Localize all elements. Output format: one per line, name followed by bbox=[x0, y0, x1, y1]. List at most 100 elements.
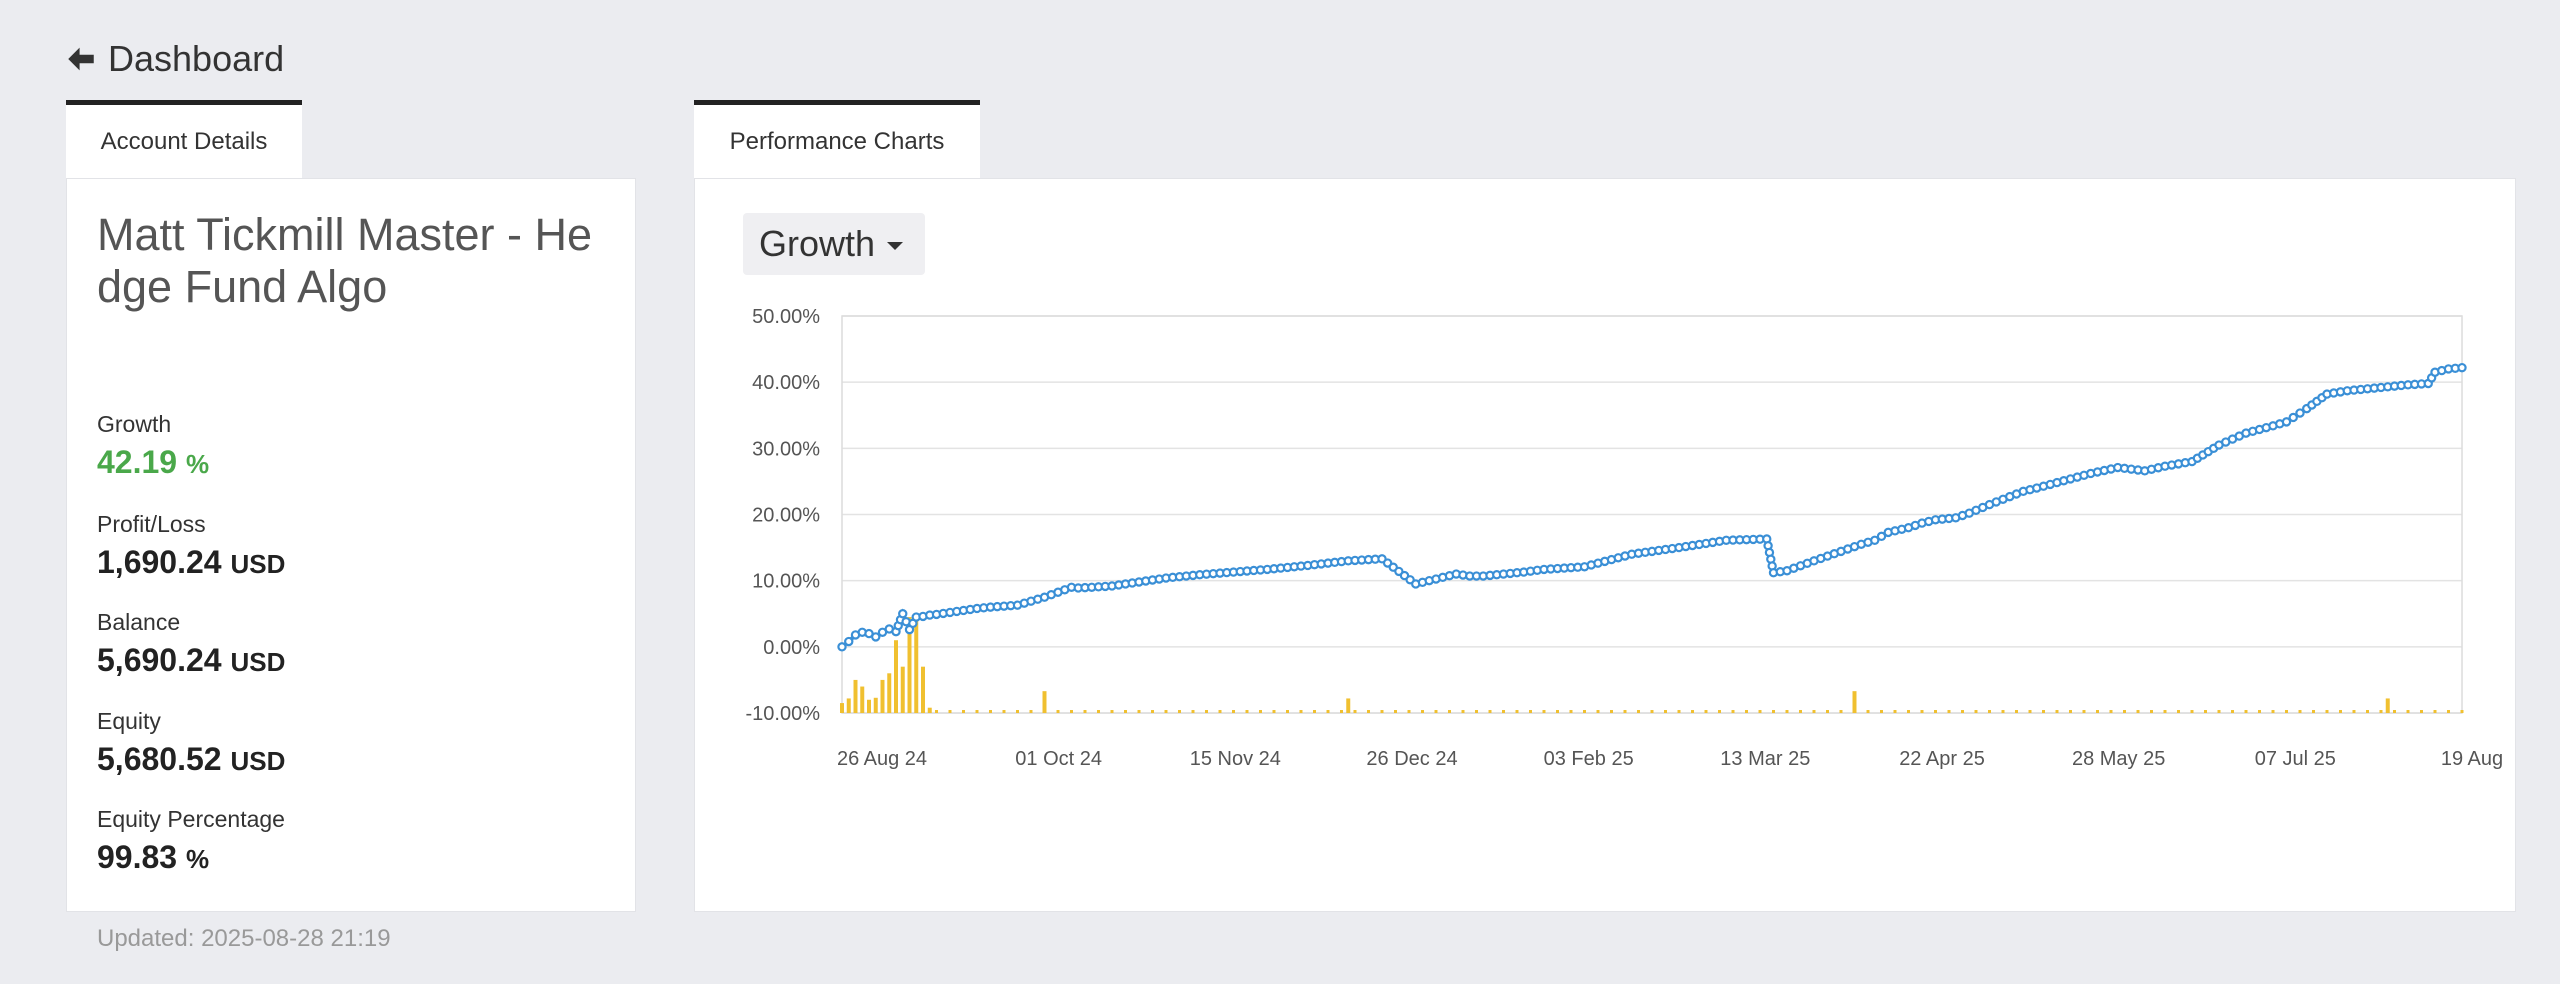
bar bbox=[1016, 710, 1019, 713]
caret-down-icon bbox=[887, 242, 904, 250]
bar bbox=[2379, 710, 2383, 713]
bar bbox=[2217, 710, 2221, 713]
balance-value: 5,690.24 bbox=[97, 642, 222, 678]
x-tick-label: 26 Aug 24 bbox=[837, 748, 927, 770]
bar bbox=[2015, 710, 2018, 713]
bar bbox=[1704, 710, 1708, 713]
x-tick-label: 07 Jul 25 bbox=[2255, 748, 2336, 770]
x-tick-label: 22 Apr 25 bbox=[1899, 748, 1985, 770]
bar bbox=[1367, 710, 1370, 713]
bar bbox=[2298, 710, 2302, 713]
x-tick-label: 01 Oct 24 bbox=[1015, 748, 1102, 770]
bar bbox=[1205, 710, 1208, 713]
bar bbox=[1218, 710, 1222, 713]
bar bbox=[2393, 710, 2396, 713]
growth-line bbox=[840, 365, 2463, 649]
growth-point bbox=[2288, 412, 2298, 423]
bar bbox=[2271, 710, 2275, 713]
bar bbox=[2420, 710, 2423, 713]
growth-point bbox=[2281, 417, 2292, 427]
metric-label: Equity Percentage bbox=[97, 806, 285, 832]
bar bbox=[2069, 710, 2072, 713]
equity-percentage-value: 99.83 bbox=[97, 839, 178, 875]
account-title: Matt Tickmill Master - Hedge Fund Algo bbox=[97, 209, 593, 312]
bar bbox=[1299, 710, 1303, 713]
bar bbox=[2055, 710, 2059, 713]
bar bbox=[1556, 710, 1559, 713]
bar bbox=[1259, 710, 1262, 713]
bar bbox=[2028, 710, 2032, 713]
tab-performance-charts[interactable]: Performance Charts bbox=[694, 100, 980, 178]
bar bbox=[1583, 710, 1586, 713]
bar bbox=[887, 673, 892, 713]
growth-value: 42.19 bbox=[97, 444, 178, 480]
bar bbox=[914, 620, 919, 713]
y-tick-label: -10.00% bbox=[746, 703, 821, 725]
x-tick-label: 19 Aug bbox=[2441, 748, 2503, 770]
chart-type-dropdown[interactable]: Growth bbox=[743, 213, 926, 275]
metric-label: Equity bbox=[97, 708, 161, 734]
bar bbox=[2001, 710, 2005, 713]
bar bbox=[2460, 710, 2464, 713]
metric-value: 99.83 % bbox=[97, 839, 285, 876]
back-link-label: Dashboard bbox=[108, 38, 285, 79]
bar bbox=[2096, 710, 2099, 713]
bar bbox=[1164, 710, 1168, 713]
y-tick-label: 20.00% bbox=[752, 505, 820, 527]
bar bbox=[1677, 710, 1681, 713]
metric-label: Profit/Loss bbox=[97, 511, 206, 537]
equity-unit: USD bbox=[230, 746, 286, 776]
growth-point bbox=[1876, 531, 1887, 542]
bar bbox=[2231, 710, 2234, 713]
balance-unit: USD bbox=[230, 647, 286, 677]
bar bbox=[1745, 710, 1748, 713]
bar bbox=[1407, 710, 1411, 713]
bar bbox=[1083, 710, 1087, 713]
y-tick-label: 10.00% bbox=[752, 571, 820, 593]
bar bbox=[1448, 710, 1451, 713]
growth-point bbox=[871, 632, 881, 642]
bar bbox=[1070, 710, 1073, 713]
bar bbox=[1191, 710, 1195, 713]
bar bbox=[1421, 710, 1424, 713]
bar bbox=[1866, 710, 1870, 713]
bar bbox=[2163, 710, 2167, 713]
bar bbox=[1893, 710, 1897, 713]
metric-growth: Growth 42.19 % bbox=[97, 411, 209, 481]
x-tick-label: 13 Mar 25 bbox=[1720, 748, 1810, 770]
x-tick-label: 26 Dec 24 bbox=[1366, 748, 1457, 770]
bar bbox=[1272, 710, 1276, 713]
bar bbox=[873, 697, 878, 713]
bar bbox=[2082, 710, 2086, 713]
bar bbox=[1812, 710, 1816, 713]
growth-point bbox=[898, 609, 908, 619]
equity-value: 5,680.52 bbox=[97, 741, 222, 777]
bar bbox=[1596, 710, 1600, 713]
chart-type-label: Growth bbox=[759, 223, 876, 264]
bar bbox=[1691, 710, 1694, 713]
bar bbox=[880, 679, 885, 713]
y-tick-label: 40.00% bbox=[752, 372, 820, 394]
bar bbox=[1664, 710, 1667, 713]
metric-equity-percentage: Equity Percentage 99.83 % bbox=[97, 806, 285, 876]
bar bbox=[927, 707, 932, 713]
back-to-dashboard-link[interactable]: Dashboard bbox=[64, 38, 284, 80]
bar bbox=[2136, 710, 2140, 713]
bar bbox=[1758, 710, 1762, 713]
bar bbox=[2190, 710, 2194, 713]
bar bbox=[1852, 691, 1857, 713]
bar bbox=[1731, 710, 1735, 713]
bar bbox=[1839, 710, 1843, 713]
profit-loss-unit: USD bbox=[230, 549, 286, 579]
y-tick-label: 50.00% bbox=[752, 306, 820, 328]
metric-label: Balance bbox=[97, 609, 181, 635]
bar bbox=[900, 666, 905, 713]
bar bbox=[1569, 710, 1573, 713]
metric-balance: Balance 5,690.24 USD bbox=[97, 609, 285, 679]
equity-percentage-unit: % bbox=[185, 844, 210, 874]
bar bbox=[894, 640, 898, 713]
performance-charts-panel: Performance Charts Growth 50.00% 40.00% 30… bbox=[694, 100, 2516, 912]
bar bbox=[1907, 710, 1910, 713]
tab-account-details[interactable]: Account Details bbox=[66, 100, 302, 178]
bar bbox=[1502, 710, 1505, 713]
